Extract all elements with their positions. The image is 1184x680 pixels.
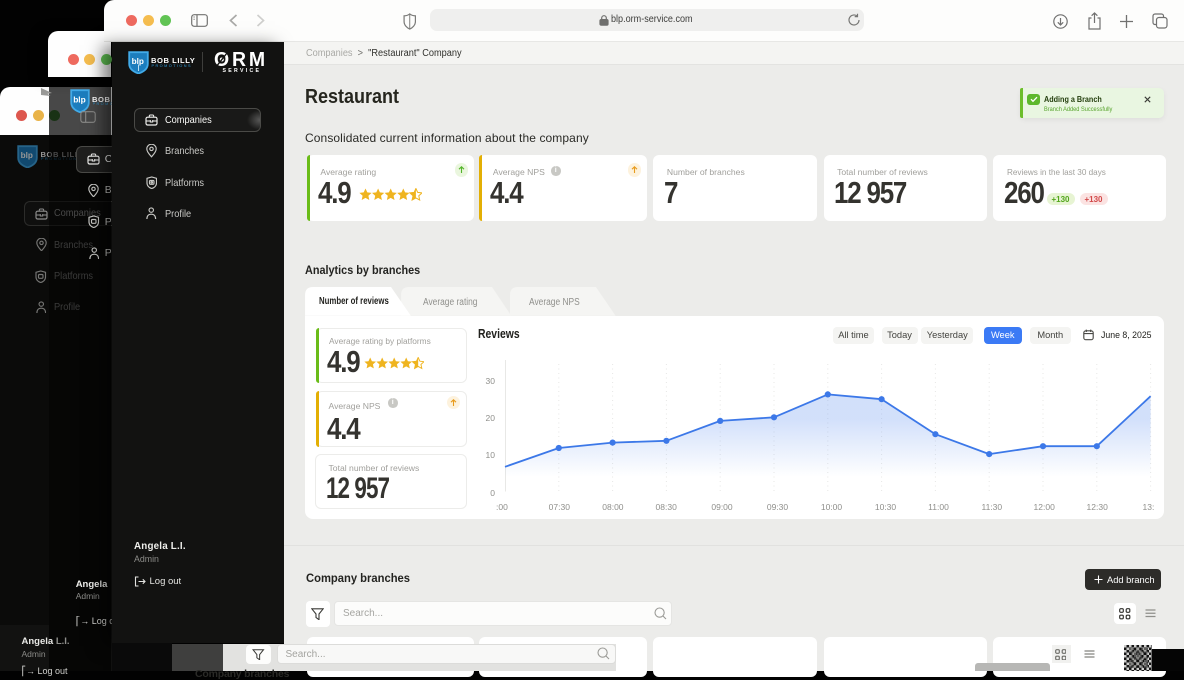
svg-text:blp: blp	[21, 151, 33, 160]
svg-text:blp: blp	[73, 94, 86, 104]
svg-text:blp: blp	[131, 57, 143, 66]
